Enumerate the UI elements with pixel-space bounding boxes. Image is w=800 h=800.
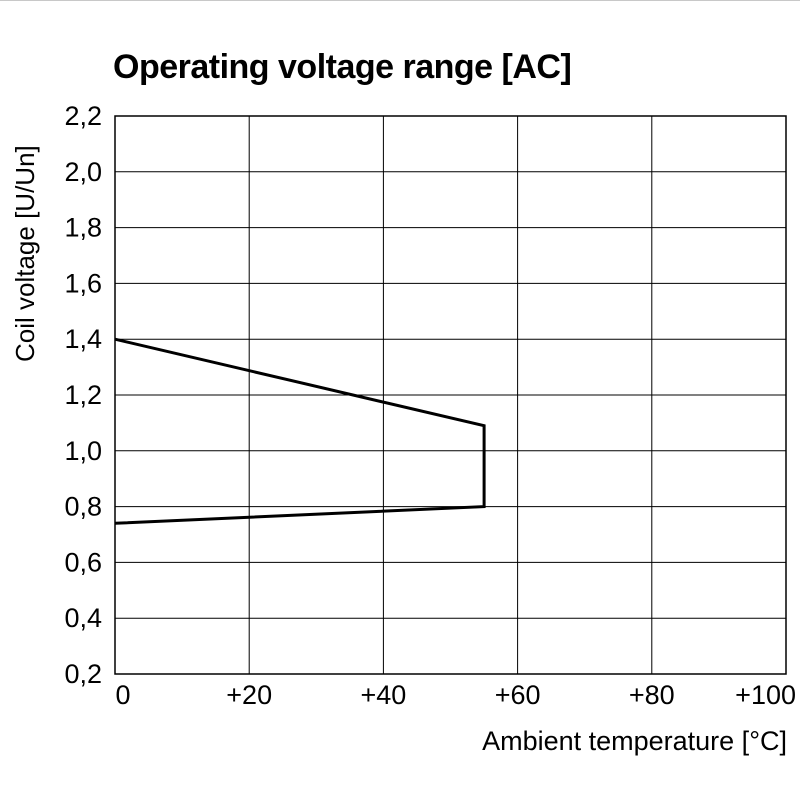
y-tick-label: 0,8 [64, 492, 102, 522]
x-tick-label: +100 [735, 680, 796, 710]
series-operating-range-envelope [114, 337, 486, 525]
x-tick-label: +80 [629, 680, 675, 710]
x-axis-label: Ambient temperature [°C] [482, 726, 787, 756]
y-tick-label: 1,8 [64, 213, 102, 243]
y-tick-label: 1,0 [64, 436, 102, 466]
y-tick-label: 0,4 [64, 603, 102, 633]
plot-border [114, 115, 787, 675]
y-tick-label: 0,2 [64, 659, 102, 689]
x-tick-label: 0 [115, 680, 130, 710]
x-tick-label: +60 [495, 680, 541, 710]
y-tick-label: 2,2 [64, 101, 102, 131]
y-tick-label: 1,4 [64, 324, 102, 354]
x-tick-label: +20 [226, 680, 272, 710]
y-tick-label: 1,2 [64, 380, 102, 410]
y-tick-label: 1,6 [64, 268, 102, 298]
chart-title: Operating voltage range [AC] [113, 48, 572, 86]
y-tick-label: 0,6 [64, 547, 102, 577]
y-tick-label: 2,0 [64, 157, 102, 187]
x-tick-label: +40 [360, 680, 406, 710]
